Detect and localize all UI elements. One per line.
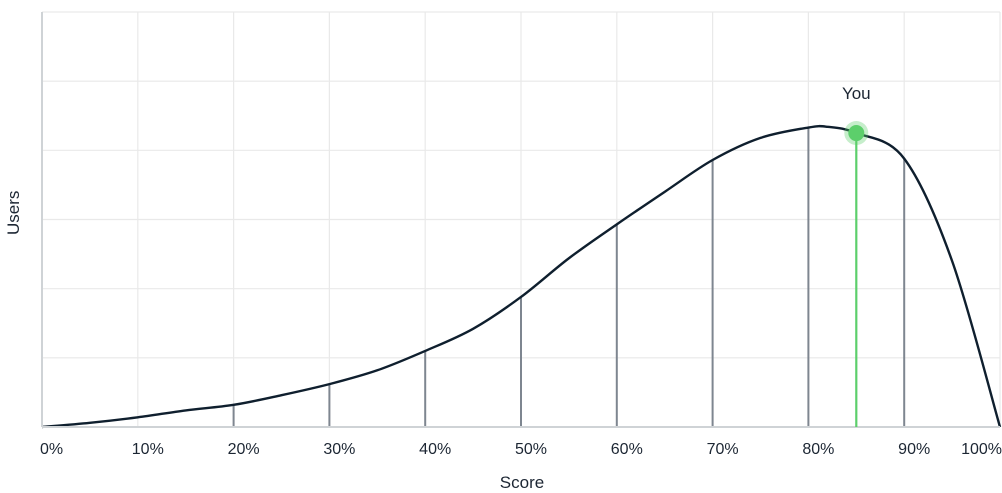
x-tick-label: 100%	[961, 441, 1002, 458]
x-tick-label: 70%	[707, 441, 739, 458]
x-tick-label: 90%	[898, 441, 930, 458]
drop-lines	[232, 127, 906, 427]
you-marker-label: You	[842, 84, 871, 103]
x-tick-labels: 0% 10% 20% 30% 40% 50% 60% 70% 80% 90% 100%	[40, 441, 1002, 458]
distribution-curve	[41, 124, 1002, 429]
x-tick-label: 30%	[323, 441, 355, 458]
x-tick-label: 50%	[515, 441, 547, 458]
x-tick-label: 10%	[132, 441, 164, 458]
y-axis-label: Users	[4, 190, 23, 235]
x-tick-label: 80%	[802, 441, 834, 458]
you-marker-dot	[848, 125, 865, 142]
x-tick-label: 20%	[228, 441, 260, 458]
you-marker: You	[842, 84, 871, 427]
x-tick-label: 60%	[611, 441, 643, 458]
x-tick-label: 40%	[419, 441, 451, 458]
x-tick-label: 0%	[40, 441, 63, 458]
x-axis-label: Score	[499, 473, 545, 492]
